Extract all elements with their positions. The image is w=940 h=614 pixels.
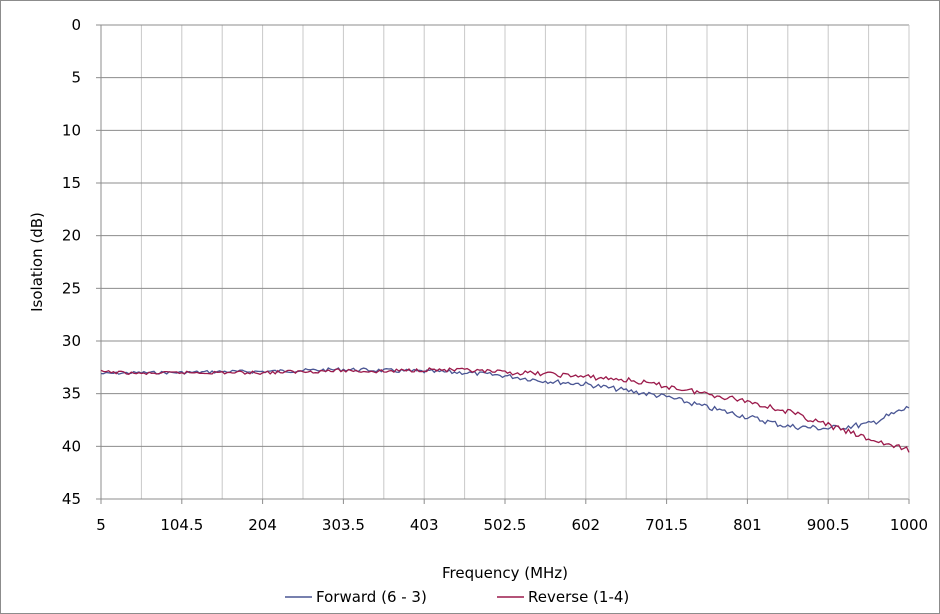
x-tick-label: 5 (96, 516, 106, 534)
x-tick-label: 602 (571, 516, 600, 534)
legend-label-forward: Forward (6 - 3) (316, 588, 427, 606)
x-tick-label: 900.5 (807, 516, 850, 534)
y-tick-label: 5 (71, 69, 81, 87)
x-tick-label: 204 (248, 516, 277, 534)
x-tick-label: 1000 (890, 516, 928, 534)
y-tick-label: 35 (62, 385, 81, 403)
series-lines (100, 367, 910, 453)
y-tick-label: 40 (62, 437, 81, 455)
y-tick-label: 15 (62, 174, 81, 192)
y-tick-label: 30 (62, 332, 81, 350)
axes (96, 24, 910, 504)
x-tick-label: 701.5 (645, 516, 688, 534)
x-tick-label: 403 (410, 516, 439, 534)
series-line-reverse (100, 367, 910, 453)
y-tick-label: 20 (62, 227, 81, 245)
legend-label-reverse: Reverse (1-4) (528, 588, 629, 606)
x-axis-title: Frequency (MHz) (442, 564, 568, 582)
series-line-forward (100, 367, 910, 431)
y-axis-title: Isolation (dB) (28, 212, 46, 312)
x-tick-label: 104.5 (160, 516, 203, 534)
x-tick-label: 801 (733, 516, 762, 534)
x-tick-label: 303.5 (322, 516, 365, 534)
y-tick-label: 25 (62, 279, 81, 297)
y-tick-label: 45 (62, 490, 81, 508)
y-tick-label: 10 (62, 121, 81, 139)
tick-labels: 0 5 10 15 20 25 30 35 40 45 5 104.5 204 303.5 403 502.5… (62, 16, 928, 534)
y-tick-label: 0 (71, 16, 81, 34)
legend: Forward (6 - 3) Reverse (1-4) (285, 588, 629, 606)
x-tick-label: 502.5 (484, 516, 527, 534)
grid (100, 24, 910, 500)
